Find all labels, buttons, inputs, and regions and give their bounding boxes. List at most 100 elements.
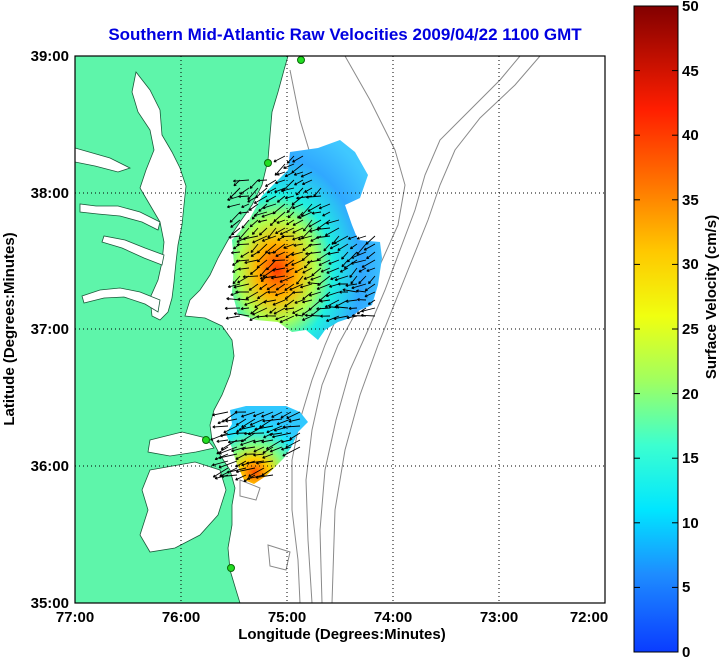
colorbar-tick-label: 35 [682,192,699,209]
velocity-arrow [292,290,304,295]
y-tick-label: 37:00 [31,321,69,338]
velocity-arrow [343,259,358,269]
velocity-arrow [241,219,250,229]
velocity-arrow [257,291,268,300]
velocity-arrow [298,211,313,219]
velocity-arrow [212,467,229,478]
velocity-arrow [227,283,241,289]
velocity-arrow [254,425,274,431]
velocity-arrow [294,313,304,317]
velocity-arrow [267,290,277,294]
velocity-arrow [266,283,277,291]
velocity-arrow [253,195,268,204]
velocity-arrow [288,418,301,423]
radar-site-marker [202,436,210,444]
velocity-arrow [235,290,250,294]
velocity-arrow [333,315,349,321]
velocity-arrow [238,227,250,240]
velocity-arrow [341,259,349,268]
velocity-arrow [243,452,256,456]
velocity-arrow [217,418,229,425]
velocity-arrow [316,235,331,240]
velocity-arrow [226,467,247,474]
velocity-arrow [262,203,277,210]
velocity-arrow [358,267,367,273]
velocity-arrow [240,439,256,446]
plot-frame [74,55,606,604]
velocity-arrow [230,219,241,228]
velocity-arrow [218,453,238,460]
velocity-arrow [230,291,241,297]
x-tick-label: 77:00 [56,609,94,626]
velocity-arrow [292,219,304,226]
velocity-vectors-north [224,155,376,323]
velocity-arrow [228,235,241,239]
velocity-arrow [329,283,340,288]
x-tick-label: 73:00 [480,609,518,626]
velocity-arrow [259,283,268,290]
velocity-arrow [281,234,295,239]
velocity-arrow [256,251,268,263]
velocity-arrow [261,411,274,418]
velocity-arrow [337,282,349,286]
velocity-arrow [216,446,229,455]
chesapeake-bay [131,71,187,321]
velocity-arrow [233,283,250,289]
velocity-arrow [275,227,286,234]
velocity-arrow [280,411,292,419]
velocity-arrow [351,251,367,259]
velocity-arrow [279,275,295,283]
velocity-arrow [302,267,313,274]
velocity-arrow [247,187,259,200]
velocity-arrow [235,474,247,481]
velocity-arrow [330,275,340,281]
velocity-arrow [252,307,268,316]
velocity-arrow [283,243,295,249]
velocity-arrow [255,474,274,479]
velocity-arrow [269,446,283,453]
velocity-arrow [284,291,295,300]
velocity-arrow [356,243,367,256]
velocity-arrow [282,425,301,429]
velocity-arrow [292,307,304,314]
velocity-arrow [307,281,322,285]
velocity-arrow [236,242,250,247]
velocity-arrow [276,171,286,176]
velocity-arrow [258,227,268,236]
velocity-arrow [232,275,241,285]
velocity-arrow [234,410,247,414]
velocity-arrow [341,251,349,260]
velocity-arrow [328,305,340,309]
velocity-arrow [237,297,250,301]
velocity-arrow [365,235,376,245]
velocity-arrow [293,171,304,176]
velocity-arrow [327,251,340,256]
velocity-arrow [257,178,268,183]
velocity-arrow [274,291,286,297]
velocity-arrow [272,267,286,272]
map-area [75,56,605,603]
colorbar-tick-label: 25 [682,321,699,338]
velocity-arrow [302,299,313,304]
velocity-arrow [318,203,331,210]
velocity-arrow [284,259,295,267]
colorbar-tick-label: 0 [682,644,690,659]
velocity-arrow [262,446,274,454]
velocity-arrow [271,432,292,439]
velocity-arrow [248,283,259,291]
velocity-arrow [304,313,322,318]
map-title: Southern Mid-Atlantic Raw Velocities 200… [108,25,582,44]
rappahannock-river [101,235,165,266]
velocity-arrow [319,299,331,303]
velocity-arrow [242,235,259,241]
velocity-arrow [262,453,274,459]
velocity-arrow [356,235,367,240]
velocity-arrow [230,251,241,255]
velocity-arrow [302,315,313,321]
velocity-arrow [274,187,286,193]
velocity-arrow [211,460,229,467]
velocity-arrow [361,259,376,268]
velocity-arrow [339,267,349,273]
velocity-arrow [264,179,277,187]
pamlico-sound [139,461,227,553]
